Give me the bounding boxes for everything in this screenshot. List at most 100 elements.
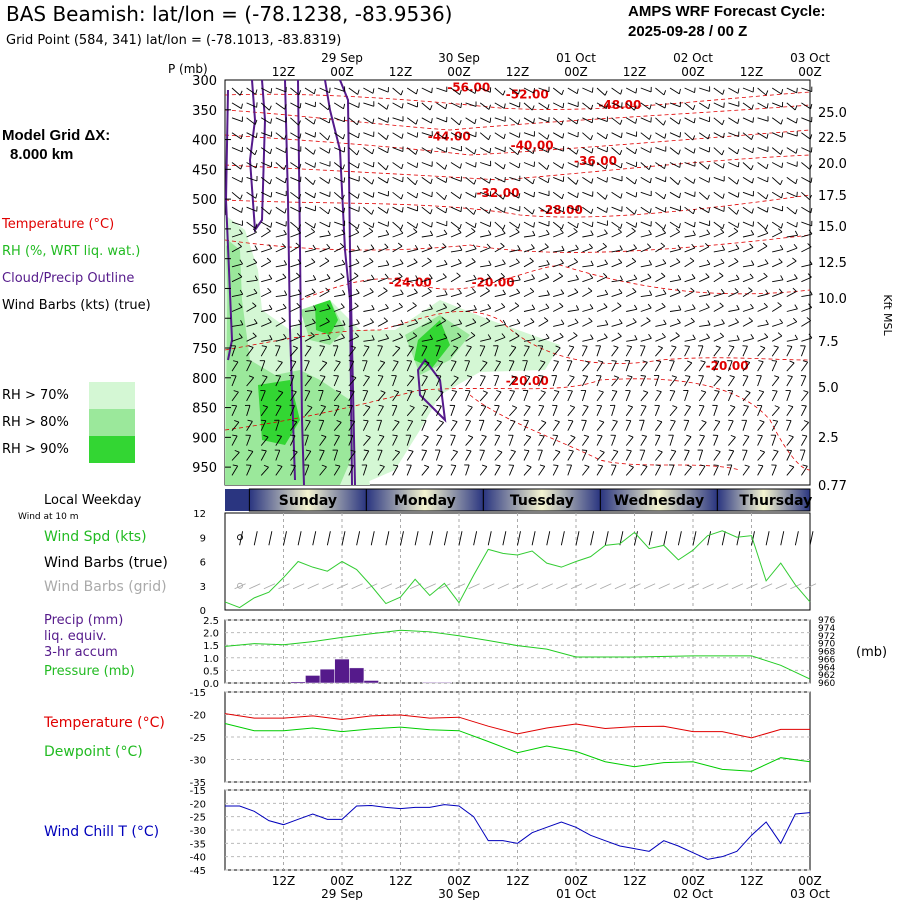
wind-barb-feather [810,103,813,110]
wind-barb [479,376,486,387]
wind-barb [348,132,359,139]
wind-barb [538,206,549,214]
wind-barb-feather [481,464,487,468]
wind-barb-feather [400,319,404,325]
wind-barb-feather [591,178,594,184]
wind-barb [304,162,316,168]
wind-barb-feather [723,102,725,108]
wind-barb [552,347,561,357]
wind-barb-feather [514,302,520,307]
wind-barb [494,361,502,372]
wind-barb [494,176,505,183]
wind-barb [757,276,768,283]
wind-barb-feather [479,345,485,347]
wind-barb [655,206,666,213]
wind-barb [406,162,418,169]
weekday-bar: Sunday Monday Tuesday Wednesday Thursday [225,488,812,512]
wind-barb [669,248,681,253]
wind-barb-feather [363,419,369,422]
wind-barb [596,391,604,402]
wind-barb-feather [792,287,797,292]
wind-barb-feather [795,118,798,124]
wind-barb [538,191,550,197]
wind-barb [742,320,753,327]
wind-barb-feather [296,272,301,277]
wind-barb-feather [780,149,783,155]
wind-barb-feather [497,449,503,453]
wind-barb-feather [715,449,721,453]
wind-barb-feather [779,179,783,185]
wind-barb [363,291,374,298]
wind-barb-feather [765,319,769,325]
wind-barb-feather [597,434,603,437]
wind-barb [523,132,535,137]
wind-barb [567,450,574,461]
wind-barb-feather [369,288,374,293]
wind-barb [392,336,403,342]
wind-barb [567,117,578,125]
wind-barb [713,391,720,402]
wind-barb [465,450,472,461]
wind-barb [742,345,748,357]
wind-barb-feather [282,303,287,309]
wind-barb [625,360,631,372]
wind-barb [465,261,476,268]
wind-barb-feather [239,229,243,234]
wind-barb [684,290,695,297]
wind-barb-feather [348,360,354,362]
wind-barb [655,221,665,230]
wind-barb-feather [471,227,476,232]
wind-barb [538,177,549,184]
wind-barb-feather [456,272,461,277]
wind-barb-feather [379,360,385,363]
wind-barb [261,291,272,298]
wind-barb [450,275,461,283]
wind-barb [450,336,462,342]
wind-barb-feather [562,133,565,139]
height-tick: 15.0 [818,220,847,235]
wind-barb [742,290,753,297]
wind-barb [523,206,533,215]
wind-barb-feather [589,273,594,279]
wind-barb [553,249,565,253]
wind-barb [684,321,695,327]
wind-barb [625,102,635,111]
wind-barb-feather [443,229,448,235]
wind-barb [289,435,296,446]
wind-barb [771,117,782,125]
wind-barb [261,162,272,168]
wind-barb-true [458,531,463,546]
wind-barb-feather [365,405,371,408]
wind-barb [377,234,389,238]
wind-barb [786,191,798,198]
chart-title: BAS Beamish: lat/lon = (-78.1238, -83.95… [6,2,453,26]
wind-barb [319,321,330,327]
wind-barb-feather [363,449,369,452]
wind-barb-feather [641,434,647,437]
wind-barb-feather [575,179,579,185]
wind-barb-feather [809,194,812,200]
wind-barb-true [297,531,302,546]
wind-barb [377,338,389,342]
wind-barb-feather [407,389,413,392]
wind-barb [480,277,491,283]
calm-marker-grid [237,582,243,589]
wind-barb [450,305,461,312]
wind-barb-feather [451,389,457,392]
wind-barb-feather [267,287,272,293]
wind-barb-feather [340,273,345,278]
wind-barb [552,435,559,446]
wind-barb-true [721,531,726,546]
wind-barb [626,162,637,168]
wind-barb-feather [574,288,579,293]
wind-barb-feather [685,375,691,377]
pressure-tick: 800 [192,372,217,387]
wind-barb [450,391,458,402]
wind-barb [333,102,344,110]
wind-barb [611,292,623,298]
wind-barb-feather [385,165,389,171]
wind-barb-feather [573,258,579,263]
wind-barb-feather [700,390,706,393]
wind-barb [421,260,432,268]
wind-barb-feather [598,390,604,393]
